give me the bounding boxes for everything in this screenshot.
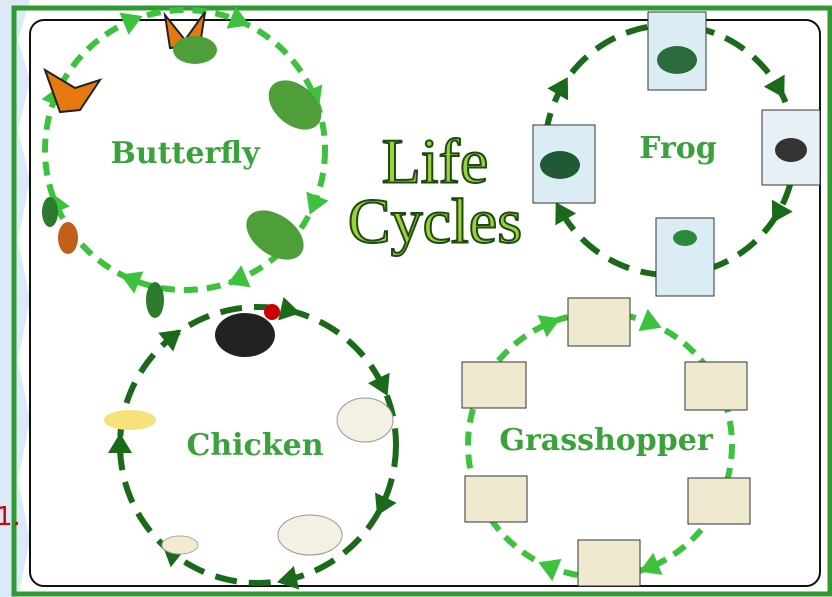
grasshopper-card [465, 476, 527, 522]
frog-icon [540, 151, 580, 179]
chrysalis [58, 222, 78, 254]
rooster-comb [264, 304, 280, 320]
hen-icon [337, 398, 393, 442]
grasshopper-card [578, 540, 640, 586]
leaf [173, 36, 217, 64]
grasshopper-card [462, 362, 526, 408]
cycle-label: Grasshopper [499, 423, 714, 458]
cycle-label: Chicken [186, 428, 323, 463]
frog-icon [657, 46, 697, 74]
frog-card [656, 218, 714, 296]
cycle-label: Frog [639, 131, 717, 166]
frog-icon [673, 230, 697, 246]
title-line: Cycles [348, 186, 522, 257]
eggs [162, 536, 198, 554]
grasshopper-card [685, 362, 747, 410]
hen-icon [278, 515, 342, 555]
chrysalis [42, 197, 58, 227]
grasshopper-card [568, 298, 630, 346]
frog-eggs [775, 138, 807, 162]
life-cycles-poster: Butterfly Frog Chicken Grasshopper Life … [0, 0, 832, 597]
chicks [104, 410, 156, 430]
rooster-icon [215, 313, 275, 357]
cycle-label: Butterfly [110, 136, 261, 171]
chrysalis [146, 282, 164, 318]
grasshopper-card [688, 478, 750, 524]
marker: 1. [0, 502, 21, 532]
